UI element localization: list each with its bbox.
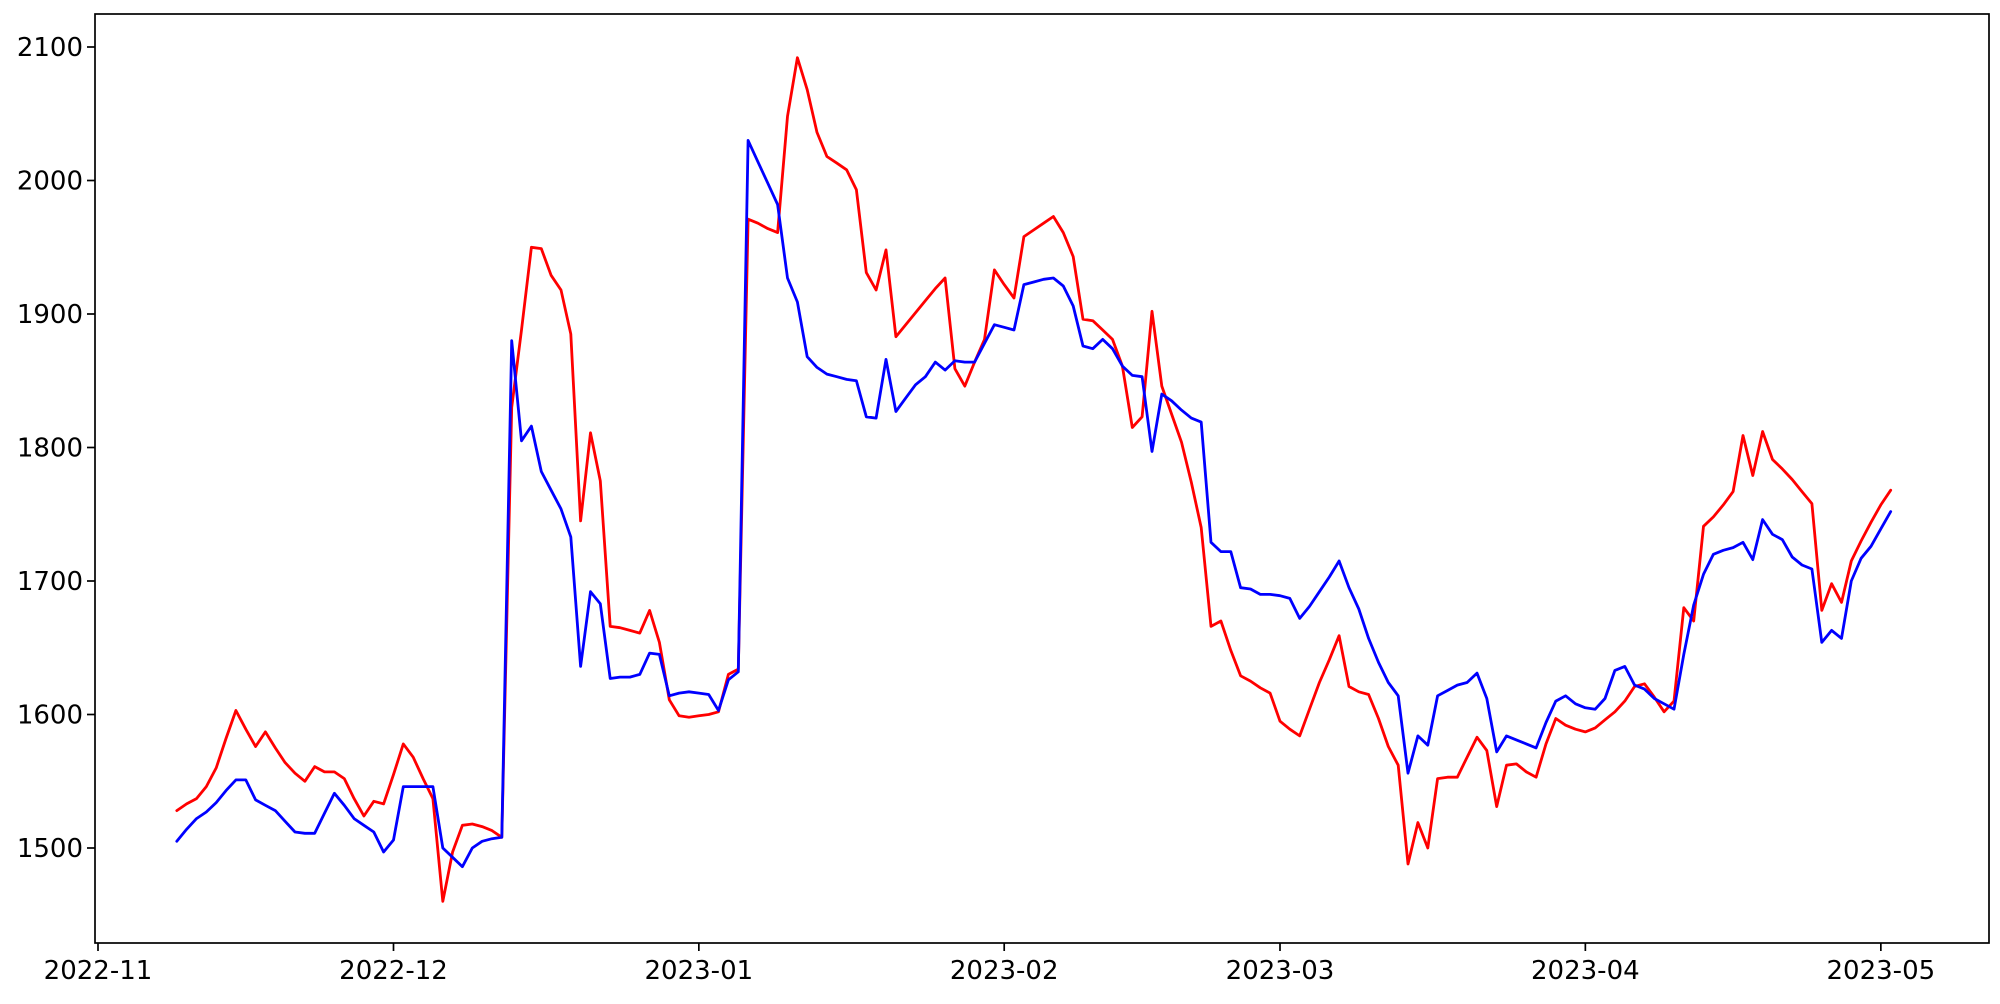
x-tick-label: 2022-11 [44, 956, 153, 986]
x-tick-label: 2022-12 [339, 956, 448, 986]
x-tick-label: 2023-02 [950, 956, 1059, 986]
x-tick-label: 2023-05 [1827, 956, 1936, 986]
blue-series-line [175, 138, 1893, 869]
y-tick-label: 1800 [17, 434, 83, 464]
x-tick-label: 2023-04 [1531, 956, 1640, 986]
y-tick-label: 1600 [17, 701, 83, 731]
red-series-line [175, 56, 1893, 903]
x-tick-label: 2023-03 [1226, 956, 1335, 986]
y-tick-label: 2000 [17, 167, 83, 197]
y-tick-label: 2100 [17, 33, 83, 63]
y-tick-label: 1900 [17, 300, 83, 330]
axes-spines [94, 13, 1990, 944]
y-tick-label: 1500 [17, 834, 83, 864]
y-tick-label: 1700 [17, 567, 83, 597]
x-tick-label: 2023-01 [645, 956, 754, 986]
